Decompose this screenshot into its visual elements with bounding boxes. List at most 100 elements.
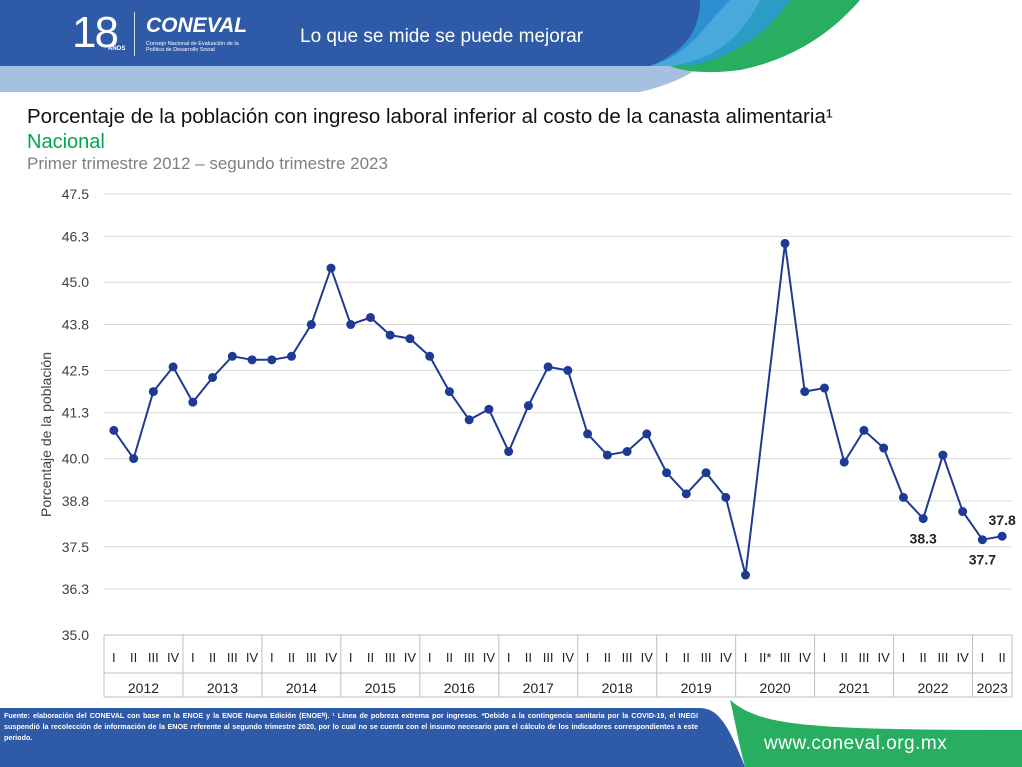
data-point [148,387,158,397]
data-point [938,450,948,460]
data-point [721,492,731,502]
data-point [326,263,336,273]
data-point [662,468,672,478]
x-tick-label: IV [562,650,575,665]
data-point [898,492,908,502]
year-label: 2017 [523,680,554,696]
x-tick-label: III [385,650,396,665]
x-tick-label: I [744,650,748,665]
x-tick-label: II [604,650,611,665]
data-point [425,351,435,361]
x-tick-label: II [367,650,374,665]
year-label: 2022 [917,680,948,696]
x-tick-label: IV [404,650,417,665]
y-tick-label: 46.3 [62,228,89,244]
year-label: 2016 [444,680,475,696]
logo-name: CONEVAL [146,14,248,37]
x-tick-label: III [227,650,238,665]
x-tick-label: II [130,650,137,665]
footer-background [0,700,1022,767]
x-tick-label: I [902,650,906,665]
data-point [642,429,652,439]
x-tick-label: IV [325,650,338,665]
slogan: Lo que se mide se puede mejorar [300,26,584,47]
data-point [405,334,415,344]
chart-title: Porcentaje de la población con ingreso l… [27,105,833,128]
data-point [306,320,316,330]
footer-source-note: Fuente: elaboración del CONEVAL con base… [4,711,698,742]
data-point [879,443,889,453]
y-tick-label: 38.8 [62,493,89,509]
data-point [681,489,691,499]
x-tick-label: III [859,650,870,665]
logo-years: 18 [72,8,119,57]
chart-period: Primer trimestre 2012 – segundo trimestr… [27,154,388,173]
x-tick-label: I [507,650,511,665]
x-tick-label: II [525,650,532,665]
x-tick-label: II [920,650,927,665]
chart-subtitle: Nacional [27,131,105,153]
data-point [365,312,375,322]
data-point [227,351,237,361]
data-point [800,387,810,397]
logo-years-label: AÑOS [108,46,126,52]
data-point [839,457,849,467]
y-tick-label: 35.0 [62,627,89,643]
data-point [997,531,1007,541]
data-label: 37.7 [969,552,996,568]
logo-subtitle: Consejo Nacional de Evaluación de la Pol… [146,41,239,53]
x-tick-label: I [349,650,353,665]
data-point [958,507,968,517]
data-point [741,570,751,580]
logo-divider [134,12,135,56]
data-point [129,454,139,464]
x-tick-label: II [288,650,295,665]
y-tick-label: 42.5 [62,362,89,378]
y-tick-label: 36.3 [62,581,89,597]
footer-url[interactable]: www.coneval.org.mx [764,733,948,754]
x-tick-label: IV [720,650,733,665]
x-tick-label: II [209,650,216,665]
data-point [780,238,790,248]
x-tick-label: IV [246,650,259,665]
x-tick-label: III [622,650,633,665]
data-point [168,362,178,372]
x-tick-label: IV [799,650,812,665]
data-label: 37.8 [989,512,1016,528]
data-point [464,415,474,425]
x-tick-label: II [683,650,690,665]
data-point [819,383,829,393]
data-point [267,355,277,365]
x-tick-label: I [586,650,590,665]
data-point [208,372,218,382]
year-label: 2013 [207,680,238,696]
year-label: 2019 [681,680,712,696]
data-point [918,514,928,524]
data-point [444,387,454,397]
x-tick-label: III [780,650,791,665]
x-tick-label: I [981,650,985,665]
x-tick-label: I [112,650,116,665]
year-label: 2014 [286,680,317,696]
y-tick-label: 43.8 [62,317,89,333]
data-point [583,429,593,439]
year-label: 2012 [128,680,159,696]
data-point [563,365,573,375]
data-point [484,404,494,414]
y-tick-label: 37.5 [62,539,89,555]
x-tick-label: III [148,650,159,665]
y-tick-label: 40.0 [62,451,89,467]
data-point [385,330,395,340]
year-label: 2020 [760,680,791,696]
x-tick-label: IV [641,650,654,665]
year-label: 2023 [977,680,1008,696]
data-point [977,535,987,545]
x-tick-label: I [191,650,195,665]
year-label: 2018 [602,680,633,696]
data-point [602,450,612,460]
x-tick-label: IV [483,650,496,665]
data-point [543,362,553,372]
data-point [523,401,533,411]
series-line [113,243,1003,576]
x-tick-label: III [464,650,475,665]
